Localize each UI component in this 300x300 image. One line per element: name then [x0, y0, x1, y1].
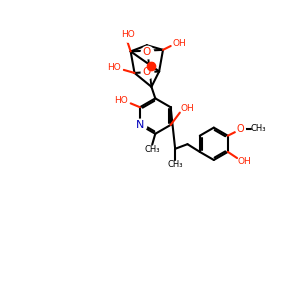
Text: O: O [143, 67, 151, 77]
Text: OH: OH [172, 39, 186, 48]
Text: OH: OH [238, 158, 252, 166]
Text: O: O [236, 124, 244, 134]
Text: HO: HO [121, 30, 134, 39]
Text: HO: HO [108, 63, 122, 72]
Text: OH: OH [181, 104, 194, 113]
Text: CH₃: CH₃ [251, 124, 266, 133]
Text: HO: HO [115, 96, 128, 105]
Text: CH₃: CH₃ [167, 160, 183, 169]
Text: CH₃: CH₃ [145, 146, 160, 154]
Text: N: N [136, 120, 144, 130]
Text: O: O [148, 61, 155, 70]
Text: O: O [143, 47, 151, 57]
